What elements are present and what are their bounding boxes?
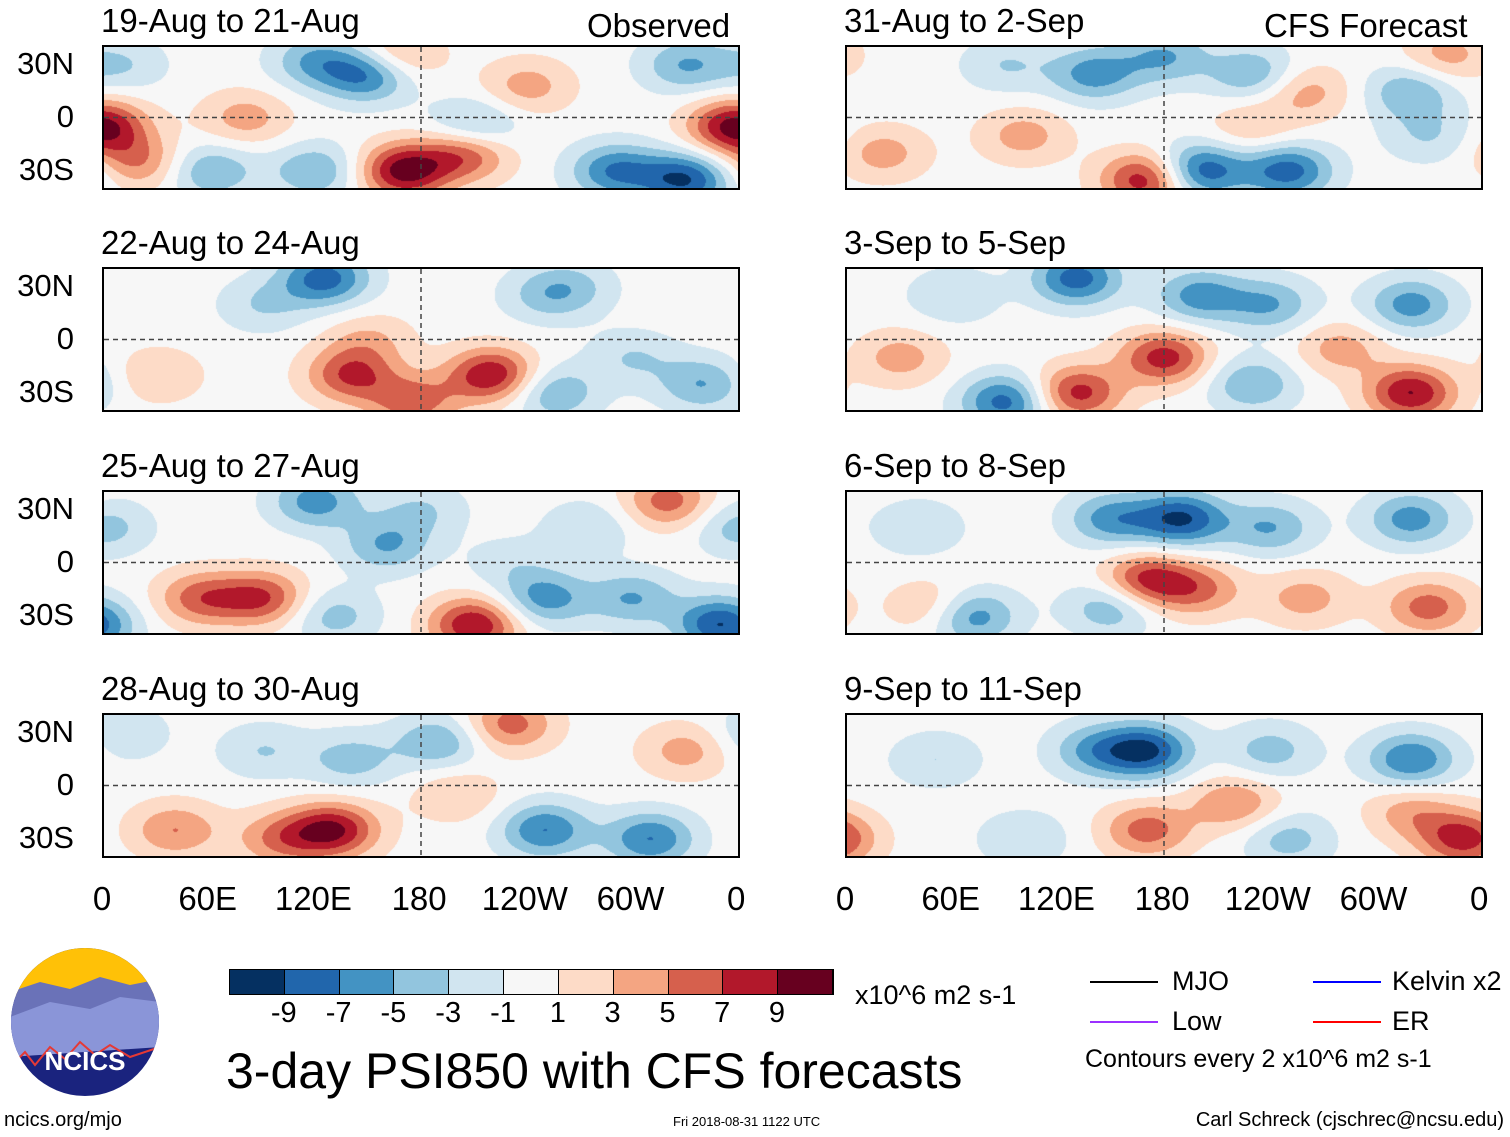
panel-title: 3-Sep to 5-Sep (844, 224, 1066, 261)
forecast-label: CFS Forecast (1264, 7, 1468, 44)
lon-label: 60W (1339, 880, 1408, 917)
lon-label: 0 (835, 880, 855, 917)
colorbar-swatch (394, 970, 450, 994)
panel-title: 6-Sep to 8-Sep (844, 447, 1066, 484)
map-panel (845, 267, 1483, 412)
figure-title: 3-day PSI850 with CFS forecasts (226, 1043, 963, 1099)
panel-title: 28-Aug to 30-Aug (101, 670, 360, 707)
legend-mjo: MJO (1172, 966, 1229, 996)
lon-label: 120E (274, 880, 352, 917)
lon-label: 120W (481, 880, 568, 917)
lat-label: 30S (18, 820, 74, 855)
map-panel (845, 490, 1483, 635)
lat-label: 30S (18, 152, 74, 187)
colorbar-swatch (778, 970, 833, 994)
colorbar-swatch (449, 970, 505, 994)
colorbar-swatch (504, 970, 559, 994)
ncics-logo: NCICS (11, 948, 159, 1096)
colorbar-label: 7 (714, 997, 731, 1029)
map-panel (102, 713, 740, 858)
map-panel (102, 45, 740, 190)
lon-label: 120W (1224, 880, 1311, 917)
panel-title: 22-Aug to 24-Aug (101, 224, 360, 261)
map-panel (102, 267, 740, 412)
colorbar-swatch (558, 970, 614, 994)
mjo-line-swatch (1090, 981, 1158, 983)
colorbar (229, 969, 834, 995)
lat-label: 30N (17, 714, 74, 749)
colorbar-label: -5 (380, 997, 407, 1029)
colorbar-swatch (613, 970, 669, 994)
lat-label: 0 (56, 767, 74, 802)
lon-label: 180 (1134, 880, 1190, 917)
lat-label: 30S (18, 374, 74, 409)
svg-text:NCICS: NCICS (45, 1046, 126, 1076)
contours-note: Contours every 2 x10^6 m2 s-1 (1085, 1045, 1432, 1073)
colorbar-label: 5 (659, 997, 676, 1029)
colorbar-label: 9 (768, 997, 786, 1029)
lat-label: 0 (56, 99, 74, 134)
lat-label: 30N (17, 491, 74, 526)
panel-title: 25-Aug to 27-Aug (101, 447, 360, 484)
lat-label: 0 (56, 544, 74, 579)
colorbar-swatch (230, 970, 285, 994)
lat-label: 30N (17, 46, 74, 81)
legend-low: Low (1172, 1006, 1222, 1036)
lon-label: 0 (727, 880, 746, 917)
panel-title: 31-Aug to 2-Sep (844, 2, 1085, 39)
lon-label: 0 (1470, 880, 1489, 917)
low-line-swatch (1090, 1021, 1158, 1023)
lat-label: 30S (18, 597, 74, 632)
map-panel (845, 45, 1483, 190)
timestamp: Fri 2018-08-31 1122 UTC (673, 1114, 821, 1129)
lon-label: 120E (1017, 880, 1095, 917)
panel-title: 9-Sep to 11-Sep (844, 670, 1082, 707)
kelvin-line-swatch (1313, 981, 1381, 983)
colorbar-swatch (723, 970, 779, 994)
colorbar-label: -7 (325, 997, 352, 1029)
legend-kelvin: Kelvin x2 (1392, 966, 1502, 996)
colorbar-label: 1 (549, 997, 566, 1029)
lat-label: 30N (17, 268, 74, 303)
colorbar-swatch (668, 970, 724, 994)
colorbar-swatch (284, 970, 340, 994)
er-line-swatch (1313, 1021, 1381, 1023)
author-credit: Carl Schreck (cjschrec@ncsu.edu) (1195, 1109, 1504, 1131)
colorbar-label: -1 (490, 997, 516, 1029)
source-url[interactable]: ncics.org/mjo (4, 1109, 122, 1131)
colorbar-label: 3 (604, 997, 621, 1029)
lon-label: 0 (92, 880, 112, 917)
lat-label: 0 (56, 321, 74, 356)
lon-label: 60E (921, 880, 981, 917)
colorbar-units: x10^6 m2 s-1 (855, 980, 1017, 1010)
panel-title: 19-Aug to 21-Aug (101, 2, 360, 39)
map-panel (102, 490, 740, 635)
map-panel (845, 713, 1483, 858)
observed-label: Observed (587, 7, 731, 44)
lon-label: 60E (178, 880, 238, 917)
colorbar-swatch (339, 970, 395, 994)
lon-label: 60W (596, 880, 665, 917)
colorbar-label: -3 (435, 997, 462, 1029)
legend-er: ER (1392, 1006, 1430, 1036)
lon-label: 180 (391, 880, 447, 917)
colorbar-label: -9 (270, 997, 297, 1029)
